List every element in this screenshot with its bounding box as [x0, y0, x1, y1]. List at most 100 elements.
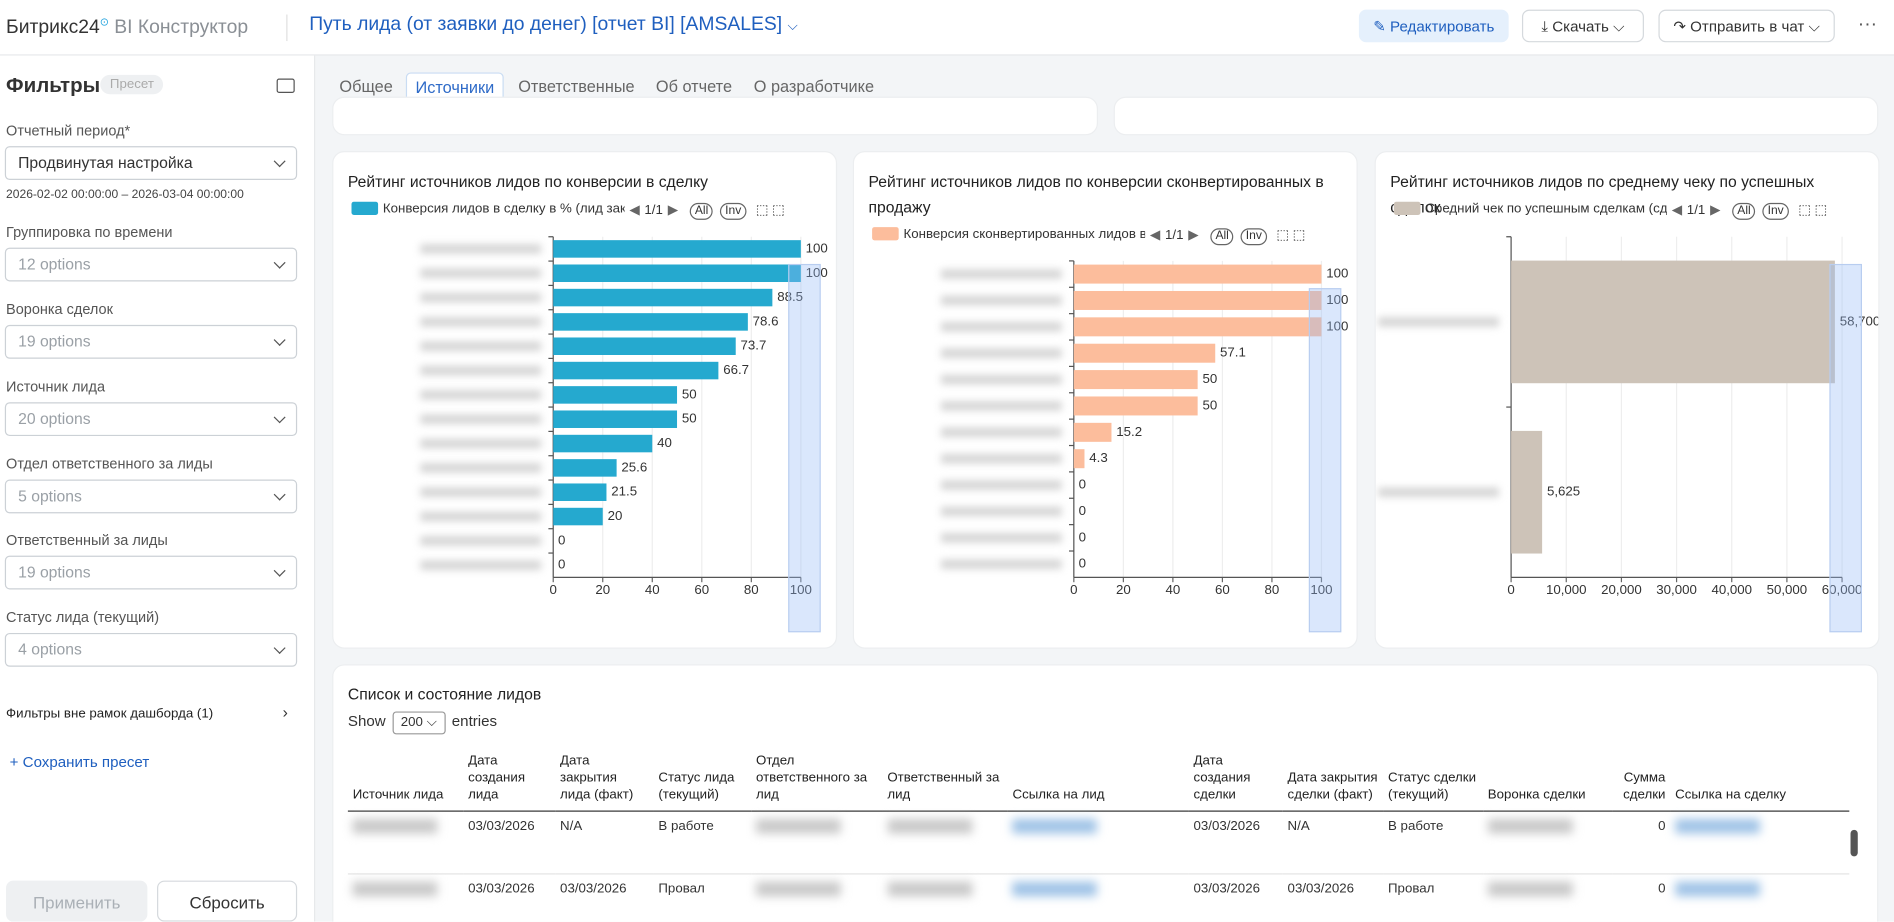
legend-button[interactable]: Inv — [1762, 202, 1789, 220]
table-cell: Провал — [1383, 873, 1483, 922]
blurred-label — [420, 438, 542, 449]
column-header[interactable]: Дата создания сделки — [1188, 750, 1283, 812]
filter-select[interactable]: 4 options — [4, 632, 298, 667]
blur-block — [755, 881, 841, 897]
value-label: 100 — [1326, 292, 1348, 307]
filter-select[interactable]: 12 options — [4, 247, 298, 282]
send-button[interactable]: ↷ Отправить в чат ⌵ — [1658, 9, 1835, 43]
blur-block — [1487, 881, 1573, 897]
filters-title: Фильтры — [6, 73, 101, 97]
legend-next: ▶ — [1188, 228, 1199, 243]
filter-select[interactable]: 20 options — [4, 402, 298, 437]
apply-button[interactable]: Применить — [6, 880, 148, 922]
bar — [553, 240, 801, 258]
legend-page: 1/1 — [1164, 228, 1184, 243]
zoom-icon: ⬚ ⬚ — [1798, 202, 1828, 218]
preset-badge: Пресет — [100, 74, 164, 95]
column-header[interactable]: Воронка сделки — [1482, 750, 1614, 812]
table-row: 03/03/2026 N/A В работе 03/03/2026 N/A В рабо… — [347, 811, 1850, 875]
column-header[interactable]: Ссылка на лид — [1007, 750, 1189, 812]
table-cell: 03/03/2026 — [1282, 873, 1384, 922]
column-header[interactable]: Дата закрытия лида (факт) — [555, 750, 654, 812]
report-title[interactable]: Путь лида (от заявки до денег) [отчет BI… — [309, 14, 798, 36]
legend-button[interactable]: All — [1732, 202, 1756, 220]
bar — [1073, 343, 1216, 363]
value-label: 100 — [806, 265, 828, 280]
chart-plot: 0 10,000 20,000 30,000 40,000 50,000 60,000 58,… — [1378, 236, 1879, 633]
blurred-cell — [882, 811, 1008, 875]
blurred-label — [420, 317, 542, 327]
legend-button[interactable]: All — [689, 202, 714, 220]
blurred-label — [420, 292, 542, 303]
column-header[interactable]: Сумма сделки — [1613, 750, 1671, 812]
page-size-select[interactable]: 200 ⌵ — [392, 711, 446, 735]
blurred-label — [420, 511, 542, 522]
filter-label: Статус лида (текущий) — [6, 608, 160, 626]
table-cell: 0 — [1613, 811, 1671, 875]
filter-select[interactable]: 5 options — [4, 479, 298, 514]
value-label: 58,700 — [1840, 313, 1879, 328]
tab[interactable]: Об отчете — [655, 77, 733, 96]
x-tick-label: 100 — [790, 582, 812, 597]
product: BI Конструктор — [114, 17, 249, 38]
x-tick-label: 40 — [1165, 582, 1180, 597]
blurred-label — [420, 487, 542, 498]
column-header[interactable]: Статус сделки (текущий) — [1383, 750, 1483, 812]
reset-button[interactable]: Сбросить — [157, 880, 298, 922]
x-tick-label: 0 — [550, 582, 557, 597]
scrollbar[interactable] — [1850, 829, 1858, 857]
column-header[interactable]: Ответственный за лид — [882, 750, 1008, 812]
filter-select[interactable]: Продвинутая настройка — [4, 146, 298, 180]
column-header[interactable]: Дата закрытия сделки (факт) — [1282, 750, 1384, 812]
column-header[interactable]: Статус лида (текущий) — [653, 750, 752, 812]
chart-plot: 02040608010010010088.578.673.766.7505040… — [420, 236, 828, 633]
value-label: 100 — [1326, 318, 1348, 333]
blurred-label — [420, 268, 542, 279]
leads-table: Источник лида Дата создания лида Дата закр… — [347, 750, 1850, 922]
x-tick-label: 30,000 — [1656, 582, 1697, 597]
value-label: 20 — [608, 508, 623, 523]
filter-select[interactable]: 19 options — [4, 324, 298, 359]
entries-label: entries — [451, 712, 498, 730]
tab[interactable]: Общее — [339, 77, 393, 96]
filter-label: Источник лида — [6, 378, 106, 395]
column-header[interactable]: Источник лида — [347, 750, 464, 812]
x-tick-label: 50,000 — [1767, 582, 1808, 597]
save-preset-link[interactable]: + Сохранить пресет — [9, 753, 150, 771]
blur-block — [1675, 881, 1760, 897]
zoom-slider — [1829, 263, 1862, 633]
value-label: 5,625 — [1547, 484, 1580, 499]
legend-button[interactable]: All — [1210, 228, 1234, 246]
blurred-label — [420, 414, 542, 425]
legend-button[interactable]: Inv — [1240, 228, 1267, 246]
filter-select[interactable]: 19 options — [4, 555, 298, 590]
x-tick-label: 20 — [595, 582, 610, 597]
blur-block — [1487, 818, 1573, 834]
bar — [553, 361, 719, 380]
value-label: 4.3 — [1089, 450, 1107, 465]
value-label: 21.5 — [611, 484, 637, 499]
collapse-button[interactable] — [276, 78, 295, 94]
bar — [1511, 260, 1835, 384]
tab[interactable]: О разработчике — [753, 77, 875, 96]
table-cell: 03/03/2026 — [555, 873, 654, 922]
edit-button[interactable]: ✎ Редактировать — [1358, 9, 1509, 43]
blurred-label — [1378, 487, 1500, 498]
column-header[interactable]: Дата создания лида — [463, 750, 556, 812]
legend-button[interactable]: Inv — [720, 202, 747, 220]
blur-block — [352, 818, 438, 834]
blurred-label — [420, 390, 542, 400]
column-header[interactable]: Отдел ответственного за лид — [751, 750, 883, 812]
page-size: Show 200 ⌵ entries — [348, 711, 498, 735]
download-button[interactable]: ⤓ Скачать ⌵ — [1521, 9, 1644, 43]
legend-prev: ◀ — [1149, 228, 1161, 243]
column-header[interactable]: Ссылка на сделку — [1670, 750, 1850, 812]
blurred-label — [940, 401, 1062, 411]
outside-filters[interactable]: Фильтры вне рамок дашборда (1) — [6, 706, 214, 722]
bar — [553, 264, 801, 283]
tab[interactable]: Ответственные — [518, 77, 635, 96]
value-label: 50 — [1202, 397, 1217, 412]
blurred-cell — [1007, 811, 1189, 875]
more-button[interactable]: ··· — [1857, 14, 1878, 36]
blurred-label — [940, 374, 1062, 385]
